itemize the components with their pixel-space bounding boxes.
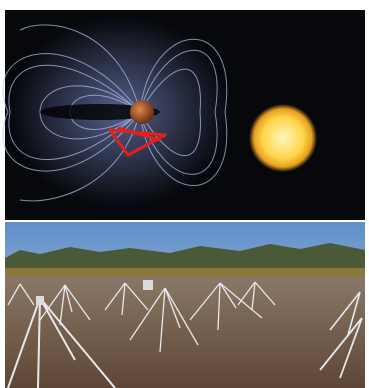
- array-panel: [5, 222, 365, 388]
- field-line: [139, 38, 228, 186]
- radio-emission-cone: [108, 126, 167, 157]
- antenna: [39, 284, 91, 326]
- planet: [130, 100, 154, 124]
- antenna: [129, 287, 199, 353]
- equipment-box: [143, 280, 153, 290]
- equipment-box: [36, 296, 44, 305]
- field-line: [139, 50, 218, 175]
- sun: [249, 104, 317, 172]
- antenna: [237, 281, 276, 311]
- field-line: [19, 111, 141, 202]
- field-lines: [2, 24, 228, 202]
- antenna: [7, 283, 35, 306]
- antenna: [329, 291, 361, 336]
- field-line: [19, 24, 141, 113]
- field-line: [2, 53, 141, 172]
- space-panel: [2, 10, 365, 220]
- field-line: [8, 64, 141, 160]
- field: [5, 276, 365, 388]
- autumn-trees: [5, 268, 365, 276]
- field-line: [139, 68, 201, 157]
- antenna: [319, 317, 363, 379]
- magnetotail-shadow: [40, 104, 160, 120]
- antenna: [104, 282, 149, 316]
- antenna: [7, 297, 116, 388]
- antennas: [7, 281, 363, 388]
